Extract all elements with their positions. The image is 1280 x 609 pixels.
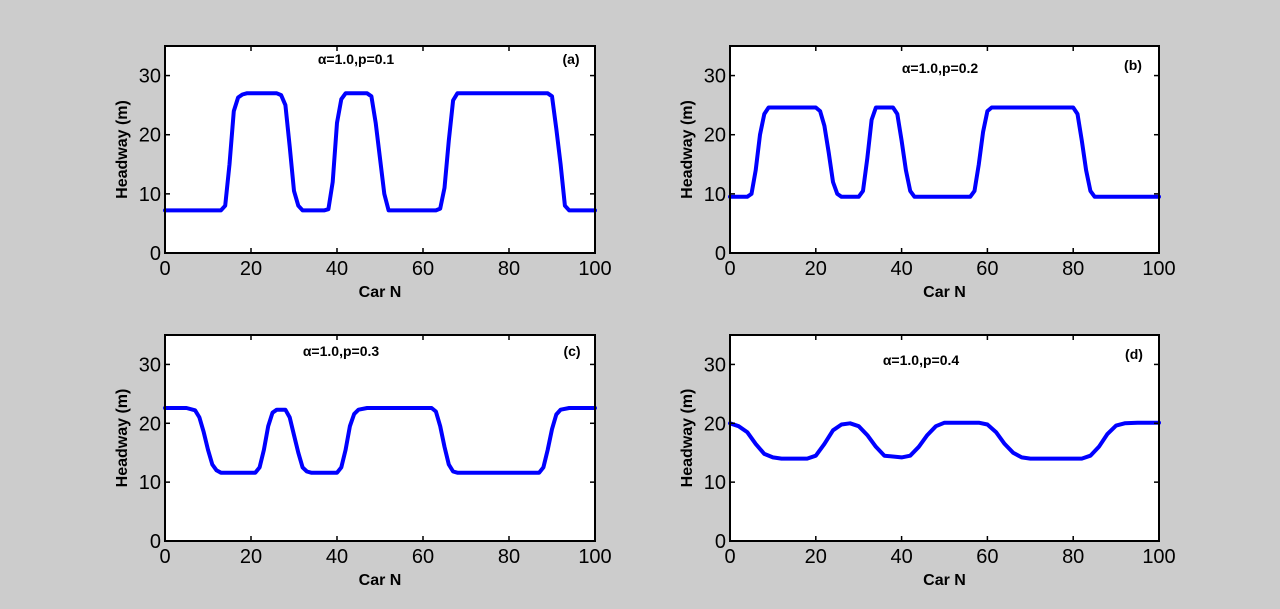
y-tick-label: 30 (704, 354, 726, 376)
x-tick-label: 20 (805, 258, 827, 280)
x-tick-label: 20 (805, 546, 827, 568)
x-tick-label: 0 (159, 546, 170, 568)
plot-area (730, 335, 1159, 541)
panel-label: (a) (562, 51, 579, 67)
y-tick-label: 10 (139, 472, 161, 494)
y-tick-label: 0 (150, 243, 161, 265)
y-axis-label: Headway (m) (679, 389, 696, 488)
x-tick-label: 40 (326, 258, 348, 280)
y-tick-label: 30 (139, 66, 161, 88)
x-tick-label: 60 (412, 546, 434, 568)
axes-frame (729, 45, 1160, 254)
y-axis-label: Headway (m) (114, 389, 131, 488)
y-tick-label: 30 (704, 66, 726, 88)
y-axis-label: Headway (m) (679, 100, 696, 199)
x-tick-label: 100 (1142, 546, 1175, 568)
y-tick-label: 30 (139, 354, 161, 376)
series-line-0 (728, 420, 1161, 461)
x-axis-label: Car N (923, 284, 966, 301)
chart-panel-1: 0 20 40 60 80 100 0 10 20 30 Car N Headway (m) α=1.0… (679, 45, 1176, 301)
x-tick-label: 20 (240, 546, 262, 568)
plot-area (730, 46, 1159, 253)
x-tick-label: 40 (890, 258, 912, 280)
parameter-annotation: α=1.0,p=0.2 (902, 60, 979, 76)
x-tick-label: 60 (412, 258, 434, 280)
panel-label: (c) (563, 343, 580, 359)
x-axis-label: Car N (923, 572, 966, 589)
axes-frame (729, 334, 1160, 542)
chart-panel-0: 0 20 40 60 80 100 0 10 20 30 Car N Headway (m) α=1.0… (114, 45, 612, 301)
x-tick-label: 80 (498, 546, 520, 568)
x-tick-label: 60 (976, 258, 998, 280)
x-tick-label: 100 (1142, 258, 1175, 280)
y-tick-label: 10 (704, 472, 726, 494)
y-axis-label: Headway (m) (114, 100, 131, 199)
y-tick-label: 20 (139, 125, 161, 147)
plot-area (165, 335, 595, 541)
series-line-0 (728, 105, 1161, 199)
x-tick-label: 80 (498, 258, 520, 280)
axes-frame (164, 45, 596, 254)
y-tick-label: 10 (704, 184, 726, 206)
y-tick-label: 20 (139, 413, 161, 435)
x-tick-label: 0 (159, 258, 170, 280)
x-axis-label: Car N (359, 572, 402, 589)
x-tick-label: 40 (326, 546, 348, 568)
parameter-annotation: α=1.0,p=0.3 (303, 343, 380, 359)
x-tick-label: 80 (1062, 546, 1084, 568)
x-tick-label: 80 (1062, 258, 1084, 280)
panel-label: (d) (1125, 346, 1143, 362)
y-tick-label: 0 (150, 531, 161, 553)
y-tick-label: 10 (139, 184, 161, 206)
chart-panel-3: 0 20 40 60 80 100 0 10 20 30 Car N Headway (m) α=1.0… (679, 334, 1176, 589)
axes-frame (164, 334, 596, 542)
x-tick-label: 60 (976, 546, 998, 568)
parameter-annotation: α=1.0,p=0.4 (883, 352, 960, 368)
series-line-0 (163, 91, 597, 213)
y-tick-label: 20 (704, 413, 726, 435)
x-tick-label: 0 (724, 258, 735, 280)
y-tick-label: 0 (715, 243, 726, 265)
panel-label: (b) (1124, 57, 1142, 73)
parameter-annotation: α=1.0,p=0.1 (318, 51, 395, 67)
y-tick-label: 0 (715, 531, 726, 553)
x-axis-label: Car N (359, 284, 402, 301)
chart-panel-2: 0 20 40 60 80 100 0 10 20 30 Car N Headway (m) α=1.0… (114, 334, 612, 589)
x-tick-label: 0 (724, 546, 735, 568)
x-tick-label: 100 (578, 546, 611, 568)
y-tick-label: 20 (704, 125, 726, 147)
x-tick-label: 40 (890, 546, 912, 568)
x-tick-label: 20 (240, 258, 262, 280)
series-line-0 (163, 406, 597, 475)
x-tick-label: 100 (578, 258, 611, 280)
